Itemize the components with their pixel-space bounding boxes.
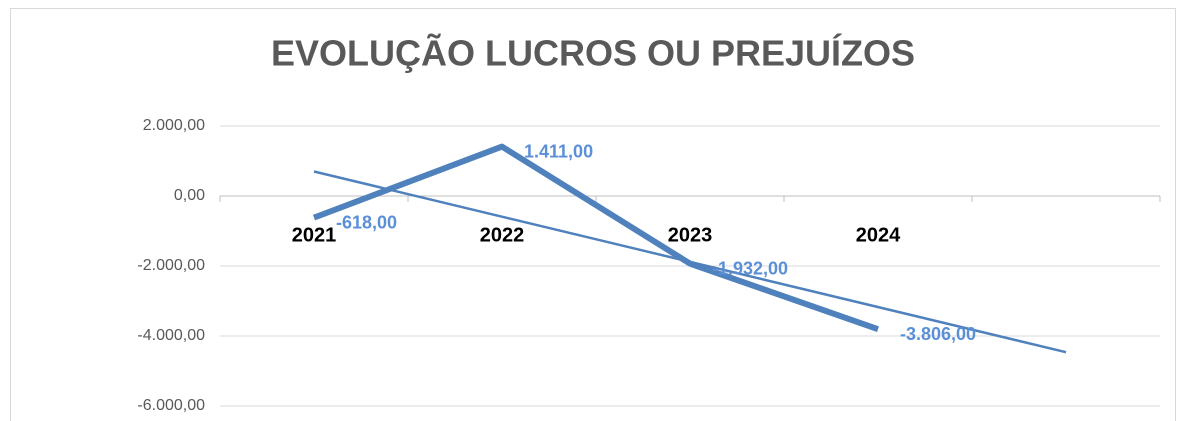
x-tick-label: 2023 <box>668 224 713 246</box>
y-tick-label: -4.000,00 <box>137 327 205 344</box>
chart-title: EVOLUÇÃO LUCROS OU PREJUÍZOS <box>271 32 915 74</box>
x-tick-label: 2024 <box>856 224 901 246</box>
y-tick-label: -6.000,00 <box>137 397 205 414</box>
y-tick-label: 0,00 <box>174 187 205 204</box>
chart-frame <box>10 8 1176 421</box>
data-label: 1.411,00 <box>524 141 593 161</box>
trendline <box>313 170 1067 354</box>
data-label: -1.932,00 <box>712 258 788 278</box>
data-label: -618,00 <box>336 212 397 232</box>
y-tick-label: 2.000,00 <box>143 117 205 134</box>
series-line <box>312 143 879 333</box>
data-label: -3.806,00 <box>900 324 976 344</box>
x-tick-label: 2022 <box>480 224 525 246</box>
x-tick-label: 2021 <box>292 224 337 246</box>
y-tick-label: -2.000,00 <box>137 257 205 274</box>
